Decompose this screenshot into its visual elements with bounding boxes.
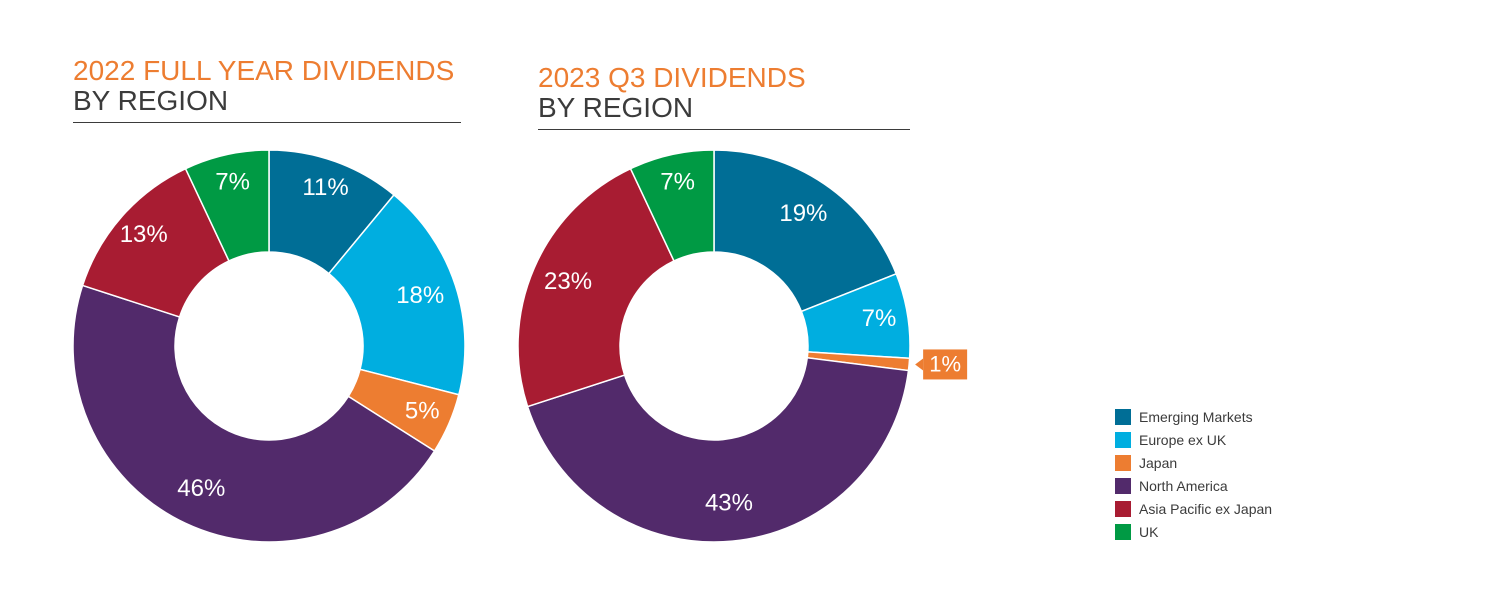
slice-label-uk: 7% bbox=[215, 168, 250, 195]
slice-emerging-markets bbox=[713, 149, 898, 313]
legend-swatch bbox=[1115, 408, 1131, 425]
legend-swatch bbox=[1115, 477, 1131, 494]
chart-title: 2022 FULL YEAR DIVIDENDS bbox=[73, 55, 455, 86]
slice-label-europe-ex-uk: 18% bbox=[396, 282, 444, 309]
slice-label-emerging-markets: 19% bbox=[779, 200, 827, 227]
chart-legend: Emerging Markets Europe ex UK Japan Nort… bbox=[1115, 405, 1272, 543]
legend-item-uk: UK bbox=[1115, 520, 1272, 543]
legend-item-asia-pacific-ex-japan: Asia Pacific ex Japan bbox=[1115, 497, 1272, 520]
chart-subtitle: BY REGION bbox=[538, 92, 694, 123]
chart-title: 2023 Q3 DIVIDENDS bbox=[538, 62, 806, 93]
chart-title-2023-q3: 2023 Q3 DIVIDENDS BY REGION bbox=[538, 63, 910, 130]
slice-asia-pacific-ex-japan bbox=[517, 167, 675, 408]
legend-label: North America bbox=[1139, 477, 1228, 494]
slice-uk bbox=[184, 149, 270, 262]
legend-swatch bbox=[1115, 454, 1131, 471]
legend-swatch bbox=[1115, 431, 1131, 448]
slice-label-japan: 5% bbox=[405, 398, 440, 425]
chart-title-2022: 2022 FULL YEAR DIVIDENDS BY REGION bbox=[73, 56, 461, 123]
legend-label: UK bbox=[1139, 523, 1159, 540]
legend-label: Japan bbox=[1139, 454, 1178, 471]
legend-item-emerging-markets: Emerging Markets bbox=[1115, 405, 1272, 428]
slice-label-uk: 7% bbox=[660, 168, 695, 195]
legend-label: Europe ex UK bbox=[1139, 431, 1227, 448]
donut-chart-2023-q3: 19% 7% 1% 43% 23% 7% bbox=[517, 149, 968, 543]
slice-label-asia-pacific-ex-japan: 13% bbox=[120, 221, 168, 248]
slice-europe-ex-uk bbox=[327, 193, 466, 396]
legend-swatch bbox=[1115, 500, 1131, 517]
title-divider bbox=[73, 122, 461, 123]
slice-label-europe-ex-uk: 7% bbox=[862, 305, 897, 332]
slice-label-asia-pacific-ex-japan: 23% bbox=[544, 268, 592, 295]
slice-label-emerging-markets: 11% bbox=[302, 174, 348, 201]
chart-subtitle: BY REGION bbox=[73, 85, 229, 116]
slice-label-north-america: 43% bbox=[705, 490, 753, 517]
legend-label: Asia Pacific ex Japan bbox=[1139, 500, 1273, 517]
slice-label-north-america: 46% bbox=[177, 475, 225, 502]
donut-chart-2022: 11% 18% 5% 46% 13% 7% bbox=[72, 149, 466, 543]
slice-uk bbox=[629, 149, 715, 262]
slice-north-america bbox=[526, 356, 910, 543]
legend-label: Emerging Markets bbox=[1139, 408, 1253, 425]
title-divider bbox=[538, 129, 910, 130]
slice-callout-japan: 1% bbox=[915, 349, 968, 380]
slice-north-america bbox=[72, 284, 436, 543]
slice-label-japan: 1% bbox=[929, 351, 961, 376]
legend-item-north-america: North America bbox=[1115, 474, 1272, 497]
legend-swatch bbox=[1115, 523, 1131, 540]
legend-item-japan: Japan bbox=[1115, 451, 1272, 474]
legend-item-europe-ex-uk: Europe ex UK bbox=[1115, 428, 1272, 451]
